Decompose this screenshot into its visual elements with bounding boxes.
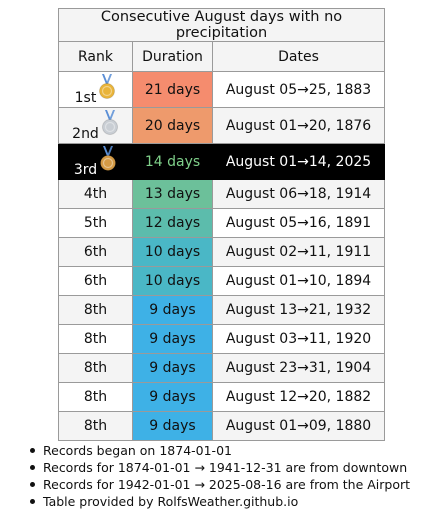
table-title: Consecutive August days with no precipit… — [57, 8, 386, 42]
table-row: 5th 12 days August 05→16, 1891 — [58, 208, 386, 238]
rank-cell: 5th — [58, 208, 133, 238]
silver-medal-icon — [101, 109, 119, 136]
duration-cell: 9 days — [132, 382, 213, 412]
header-rank: Rank — [58, 41, 133, 72]
dates-cell: August 12→20, 1882 — [211, 382, 386, 412]
notes-list: Records began on 1874-01-01 Records for 1… — [26, 442, 436, 510]
table-row: 8th 9 days August 12→20, 1882 — [58, 382, 386, 412]
duration-cell: 13 days — [132, 179, 213, 209]
table-row: 8th 9 days August 03→11, 1920 — [58, 324, 386, 354]
table-row: 8th 9 days August 01→09, 1880 — [58, 411, 386, 441]
dates-cell: August 05→16, 1891 — [211, 208, 386, 238]
rank-label: 3rd — [73, 161, 98, 178]
rank-cell: 8th — [58, 411, 133, 441]
table-row: 2nd 20 days August 01→20, 1876 — [58, 107, 386, 144]
duration-cell: 20 days — [132, 107, 213, 144]
duration-cell: 9 days — [132, 411, 213, 441]
rank-label: 1st — [74, 89, 97, 106]
rank-cell: 8th — [58, 295, 133, 325]
bronze-medal-icon — [99, 145, 117, 172]
table-row: 4th 13 days August 06→18, 1914 — [58, 179, 386, 209]
dates-cell: August 23→31, 1904 — [211, 353, 386, 383]
duration-cell: 14 days — [132, 143, 213, 180]
duration-cell: 12 days — [132, 208, 213, 238]
table-row: 6th 10 days August 02→11, 1911 — [58, 237, 386, 267]
rank-label: 2nd — [72, 125, 99, 142]
dates-cell: August 01→20, 1876 — [211, 107, 386, 144]
table-row: 3rd 14 days August 01→14, 2025 — [58, 143, 386, 180]
table-row: 8th 9 days August 13→21, 1932 — [58, 295, 386, 325]
table-row: 8th 9 days August 23→31, 1904 — [58, 353, 386, 383]
duration-cell: 21 days — [132, 71, 213, 108]
note-item: Records for 1874-01-01 → 1941-12-31 are … — [26, 459, 436, 476]
dates-cell: August 02→11, 1911 — [211, 237, 386, 267]
note-item: Records for 1942-01-01 → 2025-08-16 are … — [26, 476, 436, 493]
duration-cell: 9 days — [132, 324, 213, 354]
records-table-container: Consecutive August days with no precipit… — [57, 8, 386, 441]
table-row: 1st 21 days August 05→25, 1883 — [58, 71, 386, 108]
table-body: 1st 21 days August 05→25, 1883 2nd 20 days Au… — [58, 71, 386, 441]
rank-cell: 2nd — [58, 107, 133, 144]
table-row: 6th 10 days August 01→10, 1894 — [58, 266, 386, 296]
dates-cell: August 01→10, 1894 — [211, 266, 386, 296]
duration-cell: 9 days — [132, 353, 213, 383]
rank-cell: 8th — [58, 353, 133, 383]
duration-cell: 10 days — [132, 237, 213, 267]
duration-cell: 9 days — [132, 295, 213, 325]
dates-cell: August 01→09, 1880 — [211, 411, 386, 441]
dates-cell: August 06→18, 1914 — [211, 179, 386, 209]
duration-cell: 10 days — [132, 266, 213, 296]
note-item: Table provided by RolfsWeather.github.io — [26, 493, 436, 510]
header-dates: Dates — [211, 41, 386, 72]
rank-cell: 3rd — [58, 143, 133, 180]
dates-cell: August 01→14, 2025 — [211, 143, 386, 180]
note-item: Records began on 1874-01-01 — [26, 442, 436, 459]
gold-medal-icon — [98, 73, 116, 100]
rank-cell: 6th — [58, 266, 133, 296]
rank-cell: 6th — [58, 237, 133, 267]
dates-cell: August 13→21, 1932 — [211, 295, 386, 325]
records-table: Consecutive August days with no precipit… — [57, 8, 386, 441]
dates-cell: August 05→25, 1883 — [211, 71, 386, 108]
rank-cell: 8th — [58, 324, 133, 354]
dates-cell: August 03→11, 1920 — [211, 324, 386, 354]
rank-cell: 1st — [58, 71, 133, 108]
header-duration: Duration — [132, 41, 213, 72]
rank-cell: 4th — [58, 179, 133, 209]
rank-cell: 8th — [58, 382, 133, 412]
